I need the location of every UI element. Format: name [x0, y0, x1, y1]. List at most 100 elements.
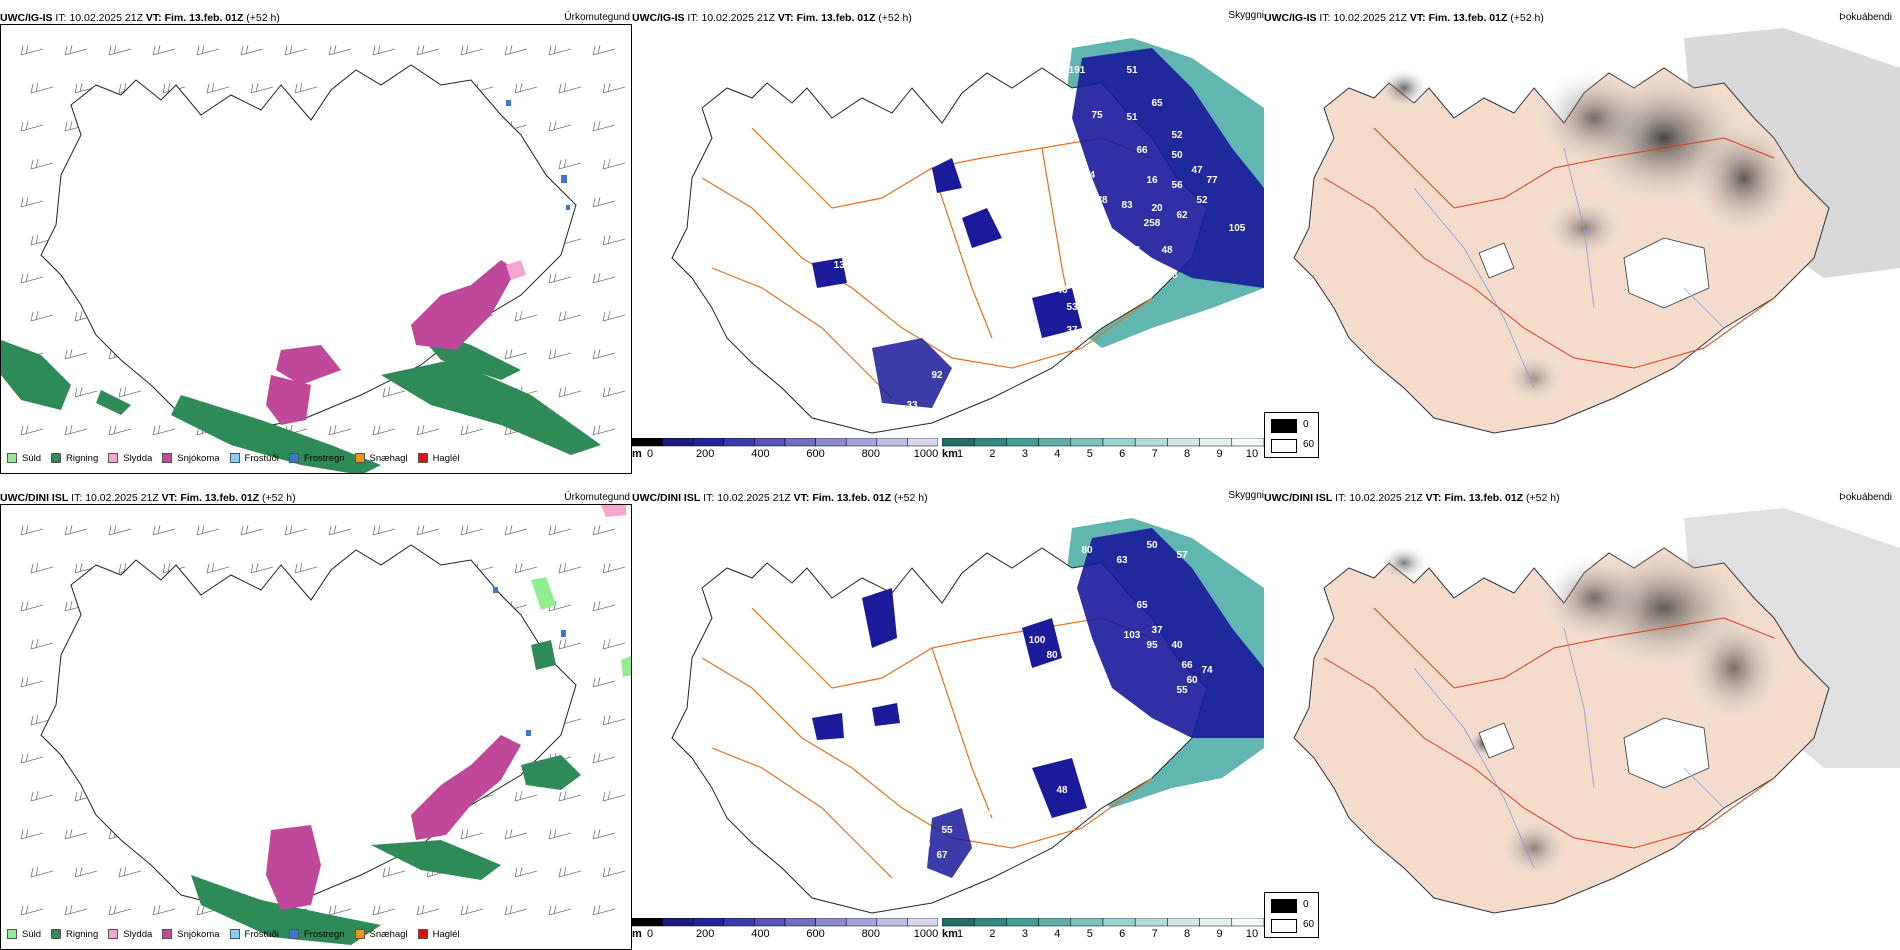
it-value: 10.02.2025 21Z: [69, 12, 143, 24]
wind-barb: [602, 562, 626, 574]
cloud-base-value: 36: [1071, 715, 1083, 726]
cloud-base-colorbar: m 0 200 400 600 800 1000: [632, 918, 938, 946]
colorbar-segment: [1231, 438, 1264, 447]
wind-barb: [460, 424, 484, 436]
cloud-base-value: 47: [1191, 165, 1203, 176]
cloud-base-value: 52: [1196, 195, 1208, 206]
wind-barb: [382, 386, 406, 398]
cloud-base-value: 66: [1136, 145, 1148, 156]
wind-barb: [64, 524, 88, 536]
wind-barb: [20, 676, 44, 688]
panel-header: UWC/IG-IS IT: 10.02.2025 21Z VT: Fim. 13…: [632, 10, 1264, 28]
wind-barb: [548, 272, 572, 284]
wind-barb: [118, 866, 142, 878]
colorbar-tick: 800: [861, 448, 880, 460]
legend-item: Snæhagl: [354, 453, 408, 464]
cloud-base-value: 191: [1069, 65, 1086, 76]
wind-barb: [602, 234, 626, 246]
glaciers: [1478, 237, 1710, 309]
legend-item: Haglél: [417, 453, 460, 464]
colorbar-segment: [1038, 438, 1072, 447]
lead-time: (+52 h): [246, 12, 280, 24]
wind-barb: [460, 904, 484, 916]
wind-barb: [416, 424, 440, 436]
wind-barb: [64, 424, 88, 436]
cloud-base-value: 55: [981, 340, 993, 351]
wind-barb: [30, 158, 54, 170]
colorbar-unit: km: [942, 448, 958, 460]
colorbar-segment: [754, 918, 786, 927]
fog-legend: 0 60: [1264, 412, 1319, 458]
legend-swatch: [108, 453, 119, 463]
legend-item: Frostregn: [288, 453, 345, 464]
wind-barb: [294, 82, 318, 94]
colorbar-segment: [1102, 918, 1136, 927]
wind-barb: [592, 424, 616, 436]
panel-header: UWC/DINI ISL IT: 10.02.2025 21Z VT: Fim.…: [1264, 492, 1900, 508]
cloud-base-value: 65: [1151, 98, 1163, 109]
cloud-base-value: 77: [1206, 175, 1218, 186]
cloud-base-value: 114: [1079, 170, 1096, 181]
cloud-base-colorbar-swatches: [632, 918, 938, 927]
wind-barb: [514, 562, 538, 574]
colorbar-segment: [1199, 918, 1233, 927]
cloud-base-value: 51: [1126, 65, 1138, 76]
legend-item: Snjókoma: [162, 929, 220, 940]
fog-legend-label: 60: [1303, 439, 1315, 450]
cloud-base-value: 80: [1081, 545, 1093, 556]
precip-map-svg: [1, 44, 626, 473]
wind-barb: [284, 524, 308, 536]
cloud-base-value: 79: [986, 810, 998, 821]
legend-label: Súld: [22, 452, 42, 464]
cloud-base-value: 109: [1044, 100, 1061, 111]
cloud-base-value: 46: [1056, 285, 1068, 296]
wind-barb: [372, 904, 396, 916]
visibility-colorbar: km 1 2 3 4 5 6 7 8 9 10: [942, 918, 1264, 946]
legend-item: Slydda: [108, 453, 152, 464]
model-name: UWC/DINI ISL: [1264, 492, 1333, 504]
cloud-base-value: 40: [1171, 640, 1183, 651]
snow-areas: [266, 735, 521, 910]
panel-title: Þokuábendi: [1839, 492, 1892, 503]
precip-map-svg: [20, 505, 631, 945]
panel-header: UWC/IG-IS IT: 10.02.2025 21Z VT: Fim. 13…: [1264, 12, 1900, 28]
wind-barb: [602, 158, 626, 170]
cloud-base-value: 195: [859, 725, 876, 736]
wind-barb: [602, 386, 626, 398]
colorbar-segment: [907, 438, 938, 447]
cloud-base-value: 57: [1176, 550, 1188, 561]
colorbar-tick: 6: [1119, 928, 1126, 940]
model-name: UWC/IG-IS: [632, 12, 685, 24]
visibility-colorbar-swatches: [942, 918, 1264, 927]
legend-label: Snjókoma: [177, 452, 220, 464]
precip-type-panel: UWC/IG-IS IT: 10.02.2025 21Z VT: Fim. 13…: [0, 10, 632, 480]
wind-barb: [20, 272, 44, 284]
fog-legend-swatch: [1271, 919, 1297, 933]
cloud-base-value: 97: [1081, 685, 1093, 696]
cloud-visibility-panel: UWC/DINI ISL IT: 10.02.2025 21Z VT: Fim.…: [632, 490, 1264, 950]
colorbar-tick: 800: [861, 928, 880, 940]
snow-areas: [266, 260, 516, 425]
colorbar-tick: 400: [751, 928, 770, 940]
vt-label: VT:: [1425, 492, 1442, 504]
wind-barb: [592, 828, 616, 840]
wind-barb: [30, 790, 54, 802]
wind-barb: [30, 638, 54, 650]
colorbar-segment: [1070, 438, 1104, 447]
wind-barb: [108, 524, 132, 536]
wind-barb: [20, 524, 44, 536]
wind-barb: [548, 828, 572, 840]
colorbar-tick: 9: [1216, 448, 1223, 460]
colorbar-tick: 600: [806, 448, 825, 460]
colorbar-segment: [973, 438, 1007, 447]
wind-barb: [30, 562, 54, 574]
cloud-base-value: 50: [1146, 540, 1158, 551]
colorbar-segment: [1038, 918, 1072, 927]
it-label: IT:: [55, 12, 67, 24]
wind-barb: [504, 828, 528, 840]
precip-legend: Súld Rigning Slydda Snjókoma Frostúði Frostre…: [1, 925, 460, 943]
rivers: [1413, 627, 1725, 869]
wind-barb: [328, 424, 352, 436]
colorbar-segment: [1102, 438, 1136, 447]
cloud-base-value: 95: [1146, 640, 1158, 651]
